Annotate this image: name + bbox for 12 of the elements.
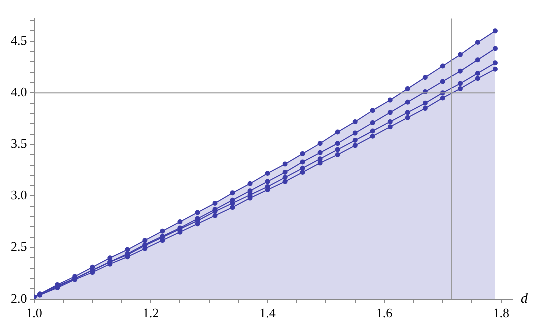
y-tick-label: 3.0 xyxy=(11,188,28,203)
y-tick-label: 4.0 xyxy=(11,84,28,100)
x-tick-label: 1.8 xyxy=(493,306,510,321)
x-tick-label: 1.6 xyxy=(376,306,394,321)
y-tick-label: 2.0 xyxy=(11,290,28,306)
y-tick-label: 3.5 xyxy=(11,136,28,152)
x-tick-label: 1.0 xyxy=(26,306,42,321)
x-axis-title: d xyxy=(521,292,529,308)
y-tick-label: 2.5 xyxy=(11,239,28,254)
y-tick-label: 4.5 xyxy=(11,32,28,48)
x-tick-label: 1.2 xyxy=(142,306,160,321)
x-tick-label: 1.4 xyxy=(260,306,276,321)
